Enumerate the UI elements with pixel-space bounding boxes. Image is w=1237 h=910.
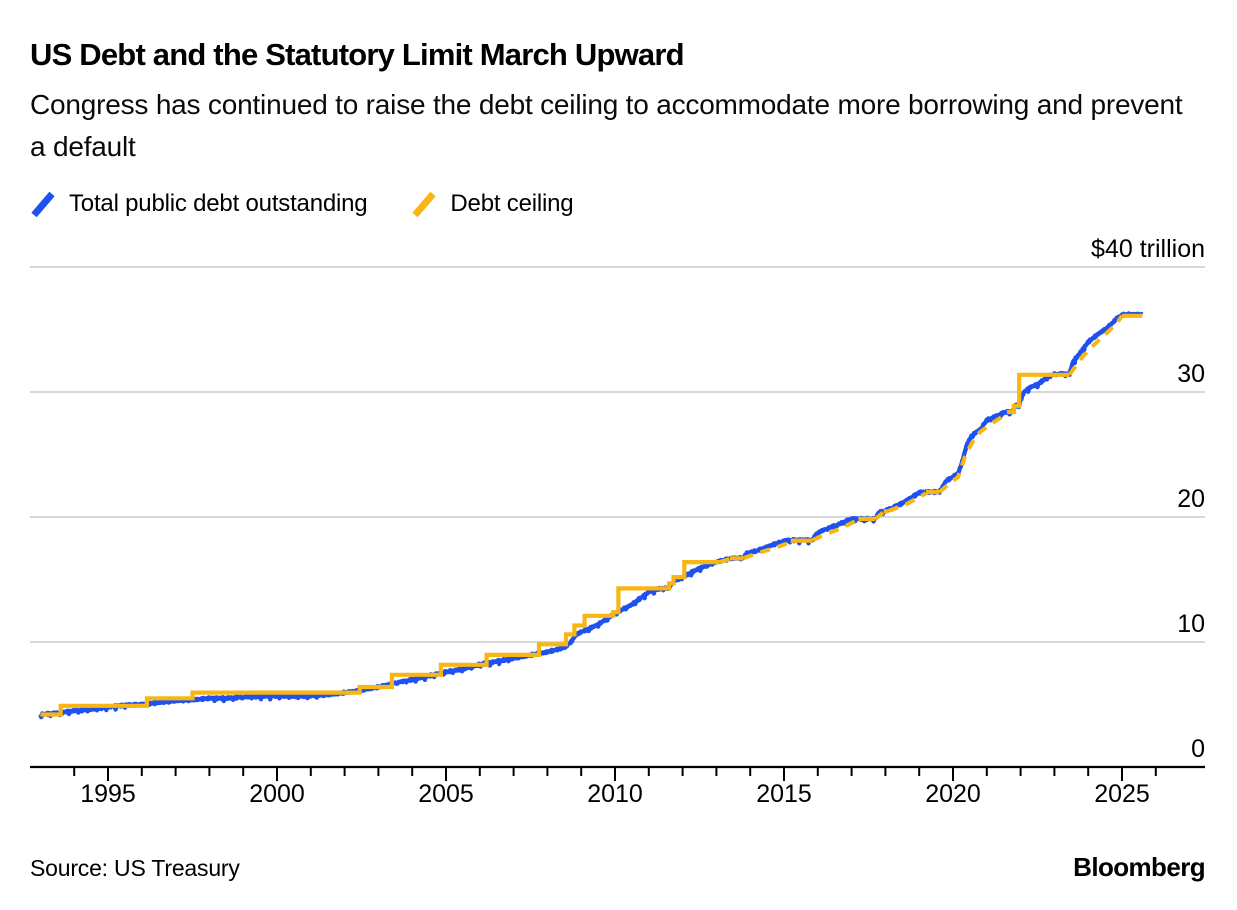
- chart-legend: Total public debt outstanding Debt ceili…: [30, 190, 574, 218]
- legend-item-total-debt: Total public debt outstanding: [30, 190, 368, 218]
- legend-label-debt-ceiling: Debt ceiling: [450, 190, 574, 217]
- debt-ceiling-dashed-segment: [811, 517, 860, 542]
- svg-text:30: 30: [1177, 360, 1205, 388]
- bloomberg-logo: Bloomberg: [1073, 852, 1205, 882]
- debt-ceiling-dashed-segment: [719, 556, 731, 564]
- debt-ceiling-step-line: [40, 313, 1143, 717]
- svg-text:2020: 2020: [925, 780, 981, 808]
- yellow-slash-icon: [412, 191, 437, 217]
- debt-ceiling-dashed-segment: [742, 540, 792, 561]
- svg-text:0: 0: [1191, 735, 1205, 763]
- gridlines: 0 10 20 30 $40 trillion: [30, 235, 1205, 769]
- x-axis: 1995 2000 2005 2010 2015 2020 2025: [73, 767, 1157, 808]
- chart-subtitle: Congress has continued to raise the debt…: [30, 89, 1183, 162]
- page-title: US Debt and the Statutory Limit March Up…: [30, 37, 685, 72]
- svg-text:$40 trillion: $40 trillion: [1091, 235, 1205, 263]
- svg-text:1995: 1995: [80, 780, 136, 808]
- source-credit: Source: US Treasury: [30, 855, 240, 881]
- svg-text:2025: 2025: [1094, 780, 1150, 808]
- svg-text:2005: 2005: [418, 780, 474, 808]
- debt-ceiling-dashed-segment: [938, 410, 1009, 494]
- svg-text:2015: 2015: [756, 780, 812, 808]
- debt-ceiling-dashed-segment: [874, 510, 885, 521]
- svg-text:10: 10: [1177, 610, 1205, 638]
- legend-item-debt-ceiling: Debt ceiling: [411, 190, 574, 218]
- legend-label-total-debt: Total public debt outstanding: [69, 190, 368, 217]
- blue-slash-icon: [31, 191, 55, 217]
- total-debt-line: [38, 311, 1144, 720]
- debt-ceiling-dashed-segment: [888, 491, 927, 513]
- svg-text:2010: 2010: [587, 780, 643, 808]
- svg-text:2000: 2000: [249, 780, 305, 808]
- debt-ceiling-dashed-segment: [1067, 314, 1124, 376]
- svg-text:20: 20: [1177, 485, 1205, 513]
